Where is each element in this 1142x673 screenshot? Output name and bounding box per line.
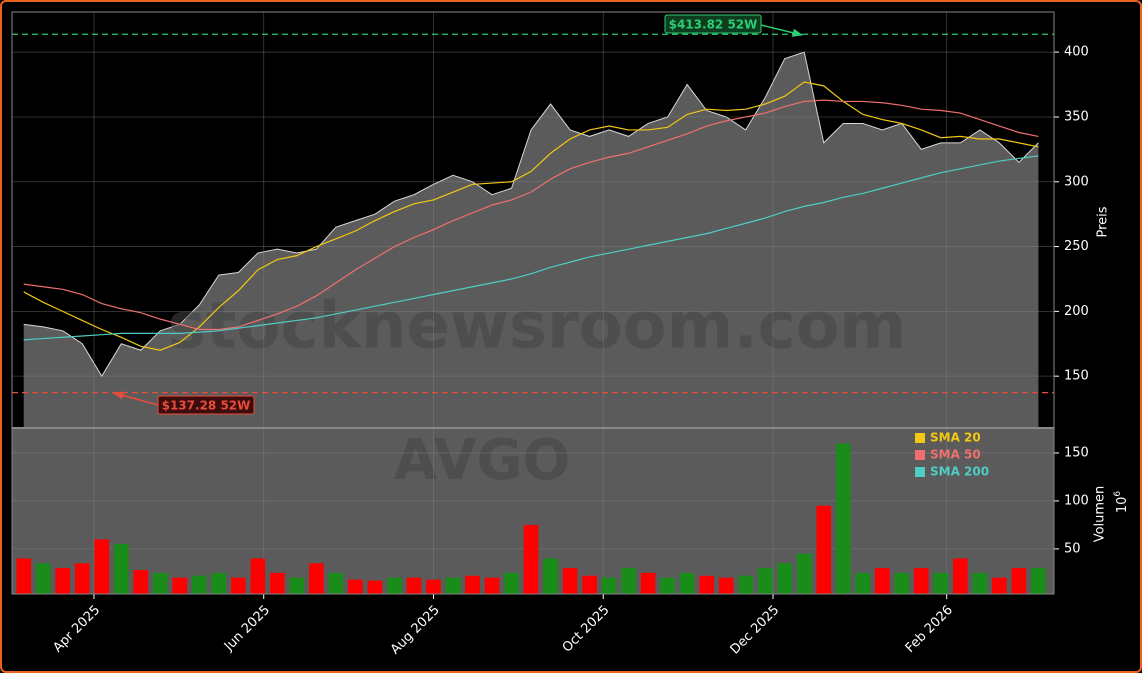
volume-bar	[348, 579, 363, 594]
52w-high-arrow	[756, 23, 804, 37]
volume-bar	[679, 572, 695, 594]
volume-bar	[835, 443, 851, 594]
volume-bar	[699, 575, 714, 594]
volume-bar	[894, 572, 910, 594]
volume-bar	[309, 563, 324, 594]
x-tick-label: Oct 2025	[560, 603, 613, 656]
52w-high-label: $413.82 52W	[669, 18, 758, 32]
y-tick-label: 50	[1064, 541, 1081, 556]
volume-bar	[640, 572, 656, 594]
y-axis-label: Volumen	[1093, 486, 1108, 543]
y-tick-label: 350	[1064, 109, 1089, 124]
legend-swatch	[915, 450, 925, 460]
y-tick-label: 250	[1064, 239, 1089, 254]
plot-frame	[11, 11, 1055, 595]
x-tick-label: Dec 2025	[728, 603, 783, 658]
volume-bar	[172, 577, 188, 594]
volume-bar	[738, 575, 754, 594]
y-tick-label: 400	[1064, 45, 1089, 60]
volume-bar	[445, 577, 461, 594]
watermark: AVGO	[394, 428, 570, 493]
volume-bar	[484, 577, 500, 594]
x-tick-label: Aug 2025	[388, 603, 443, 658]
52w-high-box	[664, 14, 762, 34]
volume-bar	[192, 575, 207, 594]
y-axis-label: Preis	[1096, 206, 1111, 237]
volume-bar	[231, 577, 246, 594]
volume-bar	[289, 577, 305, 594]
volume-bar	[426, 579, 441, 594]
sma-line	[23, 155, 1039, 341]
close-area	[23, 52, 1039, 429]
volume-bar	[270, 572, 285, 594]
volume-bar	[972, 572, 988, 594]
volume-bar	[718, 577, 734, 594]
legend-label: SMA 200	[930, 465, 989, 479]
x-tick-label: Feb 2026	[903, 603, 956, 656]
volume-bar	[913, 568, 929, 594]
sma-line	[23, 99, 1039, 331]
volume-bar	[582, 575, 597, 594]
volume-bar	[757, 568, 773, 594]
volume-bar	[621, 568, 636, 594]
volume-bar	[562, 568, 578, 594]
volume-bar	[992, 577, 1007, 594]
volume-bar	[133, 570, 149, 594]
volume-bar	[152, 572, 168, 594]
legend-swatch	[915, 467, 925, 477]
volume-bar	[94, 539, 110, 594]
unit-base: 10	[1115, 497, 1130, 514]
volume-bar	[504, 572, 519, 594]
52w-low-arrow	[112, 391, 159, 406]
volume-bar	[855, 572, 871, 594]
volume-bar	[113, 544, 129, 594]
volume-bar	[601, 577, 617, 594]
volume-bar	[367, 580, 383, 594]
volume-bar	[16, 558, 32, 594]
x-tick-label: Apr 2025	[50, 603, 103, 656]
close-line	[23, 51, 1039, 378]
volume-bar	[465, 575, 480, 594]
y-axis-unit: 106	[1113, 491, 1130, 514]
volume-bar	[796, 553, 812, 594]
volume-bar	[777, 563, 793, 594]
legend-label: SMA 50	[930, 448, 981, 462]
volume-bar	[1031, 568, 1046, 594]
52w-low-label: $137.28 52W	[162, 399, 251, 413]
watermark: stocknewsroom.com	[168, 290, 906, 364]
volume-bar	[543, 558, 558, 594]
volume-bar	[816, 505, 832, 594]
volume-bar	[874, 568, 890, 594]
volume-bar	[953, 558, 968, 594]
volume-bar	[250, 558, 266, 594]
volume-bar	[933, 572, 949, 594]
y-tick-label: 150	[1064, 445, 1089, 460]
volume-bar	[74, 563, 90, 594]
volume-bar	[406, 577, 422, 594]
volume-bar	[35, 563, 51, 594]
y-tick-label: 150	[1064, 369, 1089, 384]
legend-label: SMA 20	[930, 431, 981, 445]
legend-swatch	[915, 433, 925, 443]
volume-bar	[211, 572, 227, 594]
volume-bar	[55, 568, 71, 594]
volume-bar	[328, 572, 344, 594]
volume-bar	[660, 577, 675, 594]
52w-low-box	[157, 395, 255, 415]
x-tick-label: Jun 2025	[221, 603, 273, 655]
volume-bar	[387, 577, 402, 594]
y-tick-label: 100	[1064, 493, 1089, 508]
volume-bar	[1011, 568, 1027, 594]
unit-exponent: 6	[1113, 491, 1123, 497]
y-tick-label: 300	[1064, 174, 1089, 189]
volume-bar	[523, 524, 539, 594]
y-tick-label: 200	[1064, 304, 1089, 319]
